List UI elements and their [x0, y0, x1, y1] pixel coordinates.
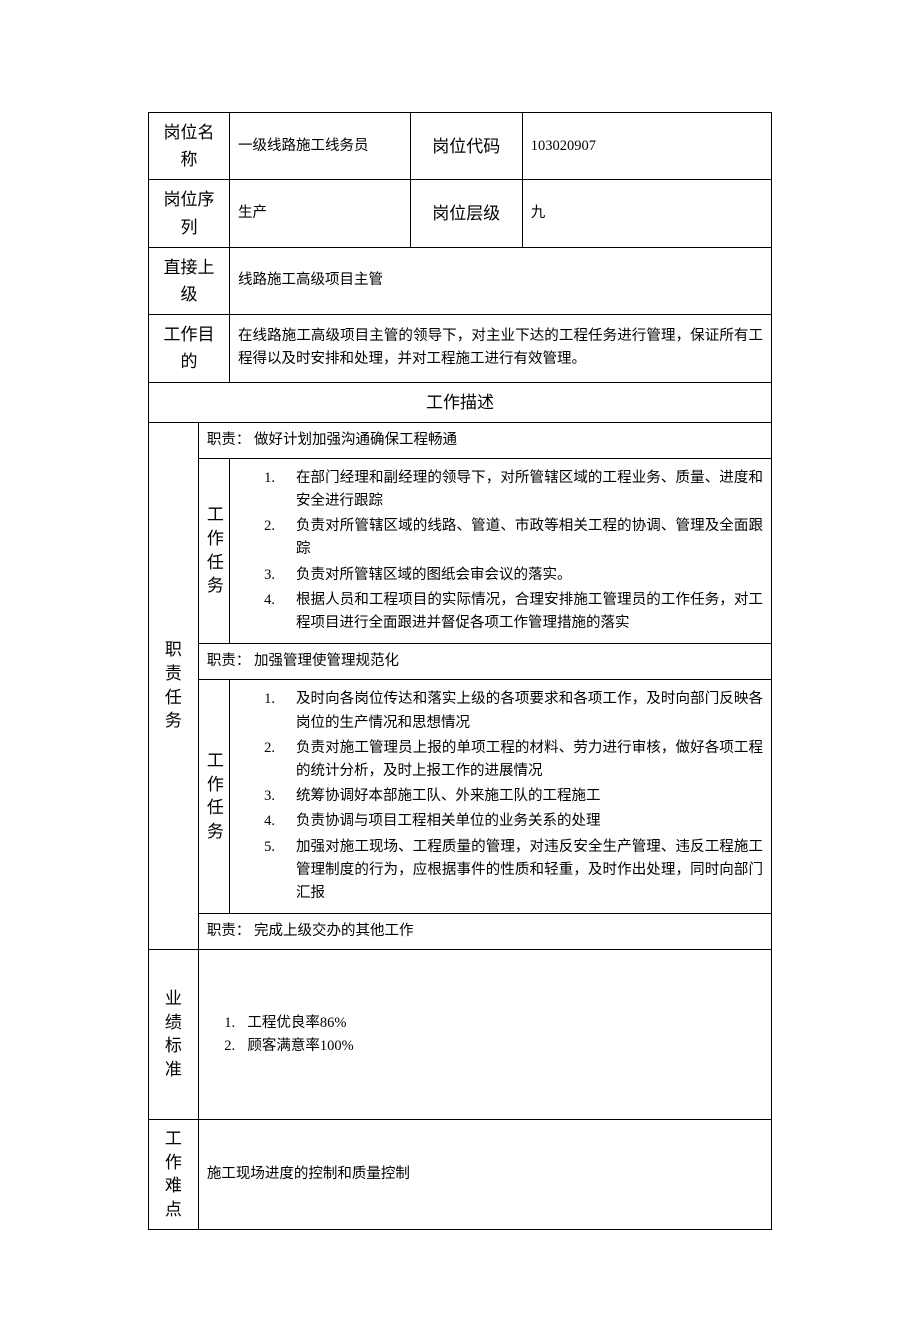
duty-3-title: 职责： 完成上级交办的其他工作 [198, 914, 771, 950]
duty-1-tasks: 在部门经理和副经理的领导下，对所管辖区域的工程业务、质量、进度和安全进行跟踪 负… [229, 458, 771, 643]
list-item: 在部门经理和副经理的领导下，对所管辖区域的工程业务、质量、进度和安全进行跟踪 [279, 467, 763, 513]
job-description-table: 岗位名称 一级线路施工线务员 岗位代码 103020907 岗位序列 生产 岗位… [148, 112, 772, 1230]
list-item: 负责对所管辖区域的线路、管道、市政等相关工程的协调、管理及全面跟踪 [279, 515, 763, 561]
supervisor-value: 线路施工高级项目主管 [229, 247, 771, 314]
list-item: 工程优良率86% [239, 1012, 763, 1035]
list-item: 加强对施工现场、工程质量的管理，对违反安全生产管理、违反工程施工管理制度的行为，… [279, 836, 763, 906]
list-item: 及时向各岗位传达和落实上级的各项要求和各项工作，及时向部门反映各岗位的生产情况和… [279, 688, 763, 734]
list-item: 负责对施工管理员上报的单项工程的材料、劳力进行审核，做好各项工程的统计分析，及时… [279, 737, 763, 783]
supervisor-label: 直接上级 [149, 247, 230, 314]
duties-label: 职责任务 [149, 422, 199, 950]
purpose-value: 在线路施工高级项目主管的领导下，对主业下达的工程任务进行管理，保证所有工程得以及… [229, 315, 771, 382]
list-item: 负责协调与项目工程相关单位的业务关系的处理 [279, 810, 763, 833]
list-item: 顾客满意率100% [239, 1035, 763, 1058]
difficulty-label: 工作难点 [149, 1120, 199, 1230]
task-label-2: 工作任务 [198, 680, 229, 914]
list-item: 根据人员和工程项目的实际情况，合理安排施工管理员的工作任务，对工程项目进行全面跟… [279, 589, 763, 635]
position-seq-value: 生产 [229, 180, 410, 247]
purpose-label: 工作目的 [149, 315, 230, 382]
list-item: 统筹协调好本部施工队、外来施工队的工程施工 [279, 785, 763, 808]
position-level-label: 岗位层级 [410, 180, 522, 247]
duty-2-title: 职责： 加强管理使管理规范化 [198, 644, 771, 680]
list-item: 负责对所管辖区域的图纸会审会议的落实。 [279, 564, 763, 587]
work-description-title: 工作描述 [149, 382, 772, 422]
position-code-value: 103020907 [522, 113, 771, 180]
performance-items: 工程优良率86% 顾客满意率100% [198, 950, 771, 1120]
duty-1-title: 职责： 做好计划加强沟通确保工程畅通 [198, 422, 771, 458]
position-seq-label: 岗位序列 [149, 180, 230, 247]
position-name-label: 岗位名称 [149, 113, 230, 180]
task-label-1: 工作任务 [198, 458, 229, 643]
position-level-value: 九 [522, 180, 771, 247]
duty-2-tasks: 及时向各岗位传达和落实上级的各项要求和各项工作，及时向部门反映各岗位的生产情况和… [229, 680, 771, 914]
position-name-value: 一级线路施工线务员 [229, 113, 410, 180]
position-code-label: 岗位代码 [410, 113, 522, 180]
difficulty-value: 施工现场进度的控制和质量控制 [198, 1120, 771, 1230]
performance-label: 业绩标准 [149, 950, 199, 1120]
